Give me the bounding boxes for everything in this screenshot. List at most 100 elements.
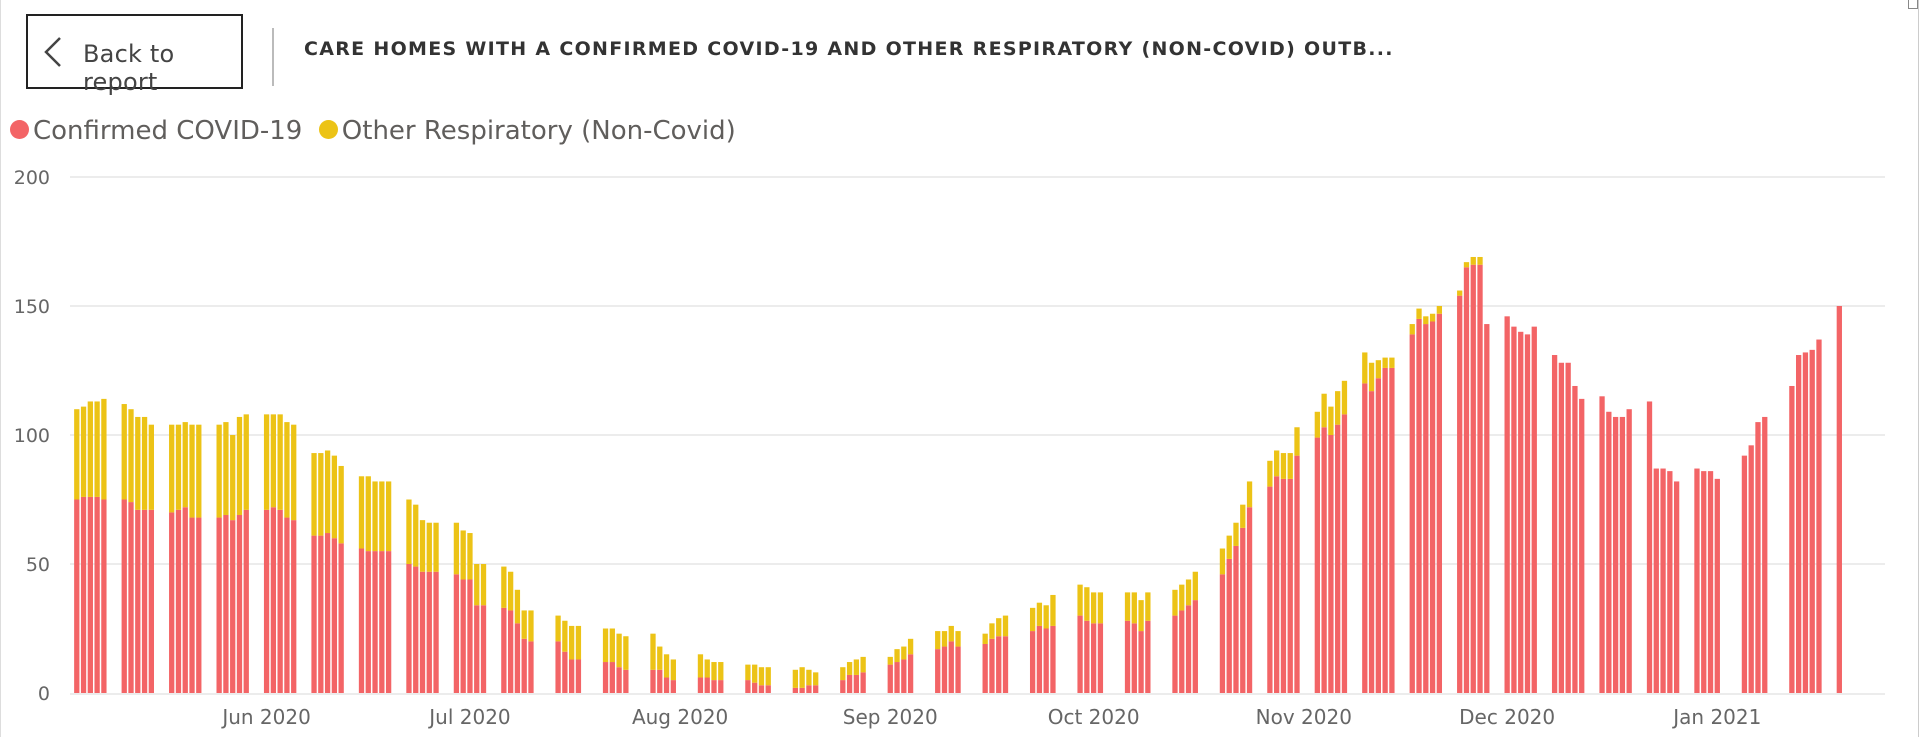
bar-covid[interactable] — [1748, 445, 1754, 693]
bar-other[interactable] — [358, 476, 365, 549]
bar-covid[interactable] — [1084, 620, 1090, 693]
bar-other[interactable] — [1274, 450, 1280, 477]
bar-covid[interactable] — [1124, 620, 1131, 693]
bar-other[interactable] — [704, 659, 710, 678]
bar-other[interactable] — [182, 422, 188, 508]
bar-covid[interactable] — [1050, 625, 1056, 693]
bar-other[interactable] — [860, 656, 866, 673]
bar-covid[interactable] — [467, 579, 473, 693]
bar-other[interactable] — [650, 633, 656, 670]
bar-covid[interactable] — [331, 538, 338, 693]
bar-other[interactable] — [175, 424, 182, 510]
legend-item-other[interactable]: Other Respiratory (Non-Covid) — [318, 116, 736, 146]
bar-other[interactable] — [196, 424, 202, 518]
bar-covid[interactable] — [1463, 267, 1470, 693]
bar-covid[interactable] — [609, 662, 615, 693]
bar-covid[interactable] — [1477, 264, 1483, 693]
bar-covid[interactable] — [1660, 468, 1666, 693]
bar-other[interactable] — [135, 416, 141, 510]
bar-other[interactable] — [426, 522, 432, 572]
bar-covid[interactable] — [840, 680, 846, 693]
bar-covid[interactable] — [175, 509, 182, 693]
bar-other[interactable] — [982, 633, 988, 644]
bar-other[interactable] — [1477, 256, 1483, 265]
bar-other[interactable] — [1240, 504, 1246, 528]
bar-other[interactable] — [1368, 362, 1375, 392]
bar-covid[interactable] — [141, 509, 148, 693]
bar-covid[interactable] — [1090, 623, 1097, 693]
bar-covid[interactable] — [284, 517, 290, 693]
bar-covid[interactable] — [569, 659, 575, 693]
bar-covid[interactable] — [1606, 411, 1612, 693]
bar-covid[interactable] — [1694, 468, 1700, 693]
bar-other[interactable] — [331, 455, 338, 539]
bar-covid[interactable] — [806, 685, 812, 693]
bar-other[interactable] — [1192, 571, 1198, 601]
bar-other[interactable] — [318, 453, 324, 536]
bar-covid[interactable] — [670, 680, 676, 693]
bar-covid[interactable] — [1673, 481, 1680, 693]
bar-covid[interactable] — [758, 685, 765, 693]
bar-other[interactable] — [602, 628, 609, 663]
bar-other[interactable] — [1416, 308, 1422, 319]
bar-covid[interactable] — [1457, 295, 1463, 693]
bar-other[interactable] — [901, 646, 907, 660]
bar-covid[interactable] — [1335, 424, 1341, 693]
bar-other[interactable] — [433, 522, 439, 572]
bar-covid[interactable] — [1755, 422, 1761, 693]
bar-covid[interactable] — [1612, 416, 1619, 693]
bar-covid[interactable] — [1321, 427, 1327, 693]
bar-covid[interactable] — [338, 543, 344, 693]
bar-covid[interactable] — [1524, 334, 1531, 693]
bar-covid[interactable] — [1816, 339, 1822, 693]
bar-covid[interactable] — [135, 509, 141, 693]
bar-covid[interactable] — [223, 514, 229, 693]
bar-covid[interactable] — [263, 509, 270, 693]
bar-other[interactable] — [1409, 324, 1415, 335]
bar-other[interactable] — [521, 610, 527, 639]
bar-covid[interactable] — [413, 566, 419, 693]
bar-covid[interactable] — [1565, 362, 1571, 693]
bar-other[interactable] — [1389, 357, 1395, 368]
bar-covid[interactable] — [860, 672, 866, 693]
bar-covid[interactable] — [419, 571, 426, 693]
bar-covid[interactable] — [1267, 486, 1273, 693]
bar-other[interactable] — [765, 667, 771, 686]
bar-covid[interactable] — [718, 680, 724, 693]
bar-other[interactable] — [406, 499, 412, 565]
bar-covid[interactable] — [1362, 383, 1368, 693]
bar-covid[interactable] — [324, 533, 331, 693]
bar-other[interactable] — [311, 453, 317, 536]
bar-other[interactable] — [1362, 352, 1368, 384]
bar-covid[interactable] — [853, 674, 860, 693]
bar-covid[interactable] — [1416, 318, 1422, 693]
bar-other[interactable] — [853, 659, 860, 675]
bar-other[interactable] — [941, 631, 948, 647]
bar-other[interactable] — [277, 414, 283, 510]
bar-other[interactable] — [1036, 602, 1043, 626]
bar-covid[interactable] — [1484, 324, 1490, 693]
bar-covid[interactable] — [1043, 628, 1049, 694]
bar-covid[interactable] — [1274, 476, 1280, 693]
bar-covid[interactable] — [711, 680, 717, 693]
bar-covid[interactable] — [1314, 437, 1320, 693]
bar-covid[interactable] — [1368, 391, 1375, 693]
bar-covid[interactable] — [1341, 414, 1348, 693]
bar-other[interactable] — [460, 530, 466, 580]
bar-other[interactable] — [1457, 290, 1463, 296]
bar-covid[interactable] — [1653, 468, 1659, 693]
bar-other[interactable] — [1423, 316, 1429, 325]
bar-other[interactable] — [216, 424, 222, 518]
bar-other[interactable] — [1043, 605, 1049, 629]
bar-other[interactable] — [1179, 584, 1185, 611]
bar-other[interactable] — [230, 435, 236, 521]
bar-covid[interactable] — [521, 638, 527, 693]
bar-other[interactable] — [419, 520, 426, 572]
bar-covid[interactable] — [87, 496, 93, 693]
bar-other[interactable] — [1002, 615, 1009, 637]
bar-other[interactable] — [813, 672, 819, 686]
bar-covid[interactable] — [941, 646, 948, 693]
bar-other[interactable] — [189, 424, 195, 518]
bar-other[interactable] — [223, 422, 229, 515]
bar-covid[interactable] — [846, 674, 853, 693]
